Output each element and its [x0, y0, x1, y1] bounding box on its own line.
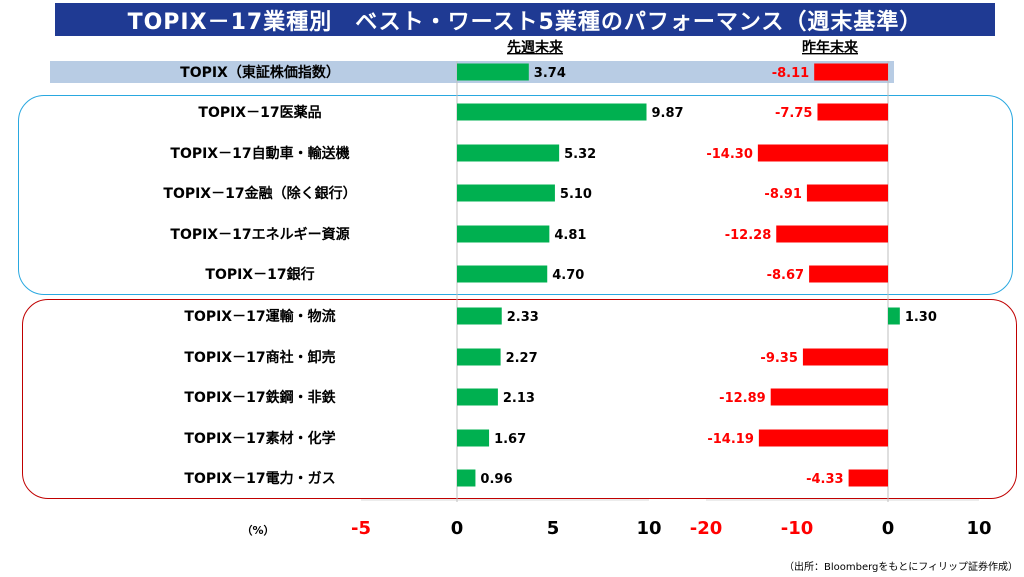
tick-label: 0	[451, 518, 464, 539]
bar	[457, 63, 529, 81]
data-label: 9.87	[652, 106, 684, 121]
source-note: （出所：Bloombergをもとにフィリップ証券作成）	[784, 562, 1018, 573]
data-label: 4.70	[552, 268, 584, 283]
data-label: 5.32	[564, 147, 596, 162]
data-label: -14.30	[706, 147, 753, 162]
series-header: 昨年末来	[802, 39, 859, 56]
data-label: -8.67	[767, 268, 804, 283]
bar	[757, 144, 888, 162]
chart-title: TOPIX－17業種別 ベスト・ワースト5業種のパフォーマンス（週末基準）	[127, 9, 923, 35]
category-label: TOPIX－17素材・化学	[184, 430, 335, 447]
bar	[817, 103, 888, 121]
bar	[848, 469, 888, 487]
category-label: TOPIX－17自動車・輸送機	[170, 145, 349, 162]
worst5-group-frame	[22, 299, 1017, 499]
data-label: 2.13	[503, 391, 535, 406]
bar	[457, 225, 550, 243]
tick-label: 0	[882, 518, 895, 539]
bar	[457, 469, 476, 487]
bar	[457, 388, 498, 406]
data-label: 1.67	[494, 432, 526, 447]
data-label: 4.81	[554, 228, 586, 243]
data-label: -14.19	[707, 432, 754, 447]
data-label: 1.30	[905, 310, 937, 325]
bar	[814, 63, 888, 81]
bar	[457, 307, 502, 325]
data-label: -8.91	[764, 187, 801, 202]
bar	[457, 184, 555, 202]
bar	[770, 388, 888, 406]
series-header: 先週末来	[507, 39, 564, 56]
tick-label: -5	[351, 518, 371, 539]
category-label: TOPIX－17運輸・物流	[184, 308, 335, 325]
category-label: TOPIX－17金融（除く銀行）	[163, 185, 356, 202]
data-label: -9.35	[760, 351, 797, 366]
data-label: -12.89	[719, 391, 766, 406]
category-label: TOPIX－17エネルギー資源	[170, 226, 349, 243]
data-label: 2.33	[507, 310, 539, 325]
tick-label: -10	[781, 518, 814, 539]
bar	[457, 144, 560, 162]
chart-title-bar: TOPIX－17業種別 ベスト・ワースト5業種のパフォーマンス（週末基準）	[55, 3, 995, 36]
best5-group-frame	[18, 95, 1013, 295]
unit-label: （%）	[241, 524, 274, 537]
data-label: -8.11	[772, 66, 809, 81]
tick-label: 10	[636, 518, 661, 539]
data-label: 2.27	[506, 351, 538, 366]
category-label: TOPIX－17銀行	[205, 266, 314, 283]
data-label: 3.74	[534, 66, 566, 81]
data-label: 0.96	[480, 472, 512, 487]
category-label: TOPIX－17商社・卸売	[184, 349, 335, 366]
category-label: TOPIX－17医薬品	[198, 104, 321, 121]
data-label: -4.33	[806, 472, 843, 487]
category-label: TOPIX（東証株価指数）	[180, 64, 340, 81]
category-label: TOPIX－17鉄鋼・非鉄	[184, 389, 336, 406]
bar	[806, 184, 888, 202]
bar	[758, 429, 888, 447]
category-label: TOPIX－17電力・ガス	[184, 470, 335, 487]
bar	[457, 348, 501, 366]
tick-label: 5	[547, 518, 560, 539]
bar	[888, 307, 900, 325]
data-label: 5.10	[560, 187, 592, 202]
bar	[457, 429, 490, 447]
bar	[457, 265, 548, 283]
data-label: -7.75	[775, 106, 812, 121]
bar	[802, 348, 888, 366]
data-label: -12.28	[725, 228, 772, 243]
tick-label: 10	[966, 518, 991, 539]
tick-label: -20	[690, 518, 723, 539]
bar	[809, 265, 888, 283]
bar	[457, 103, 647, 121]
bar	[776, 225, 888, 243]
